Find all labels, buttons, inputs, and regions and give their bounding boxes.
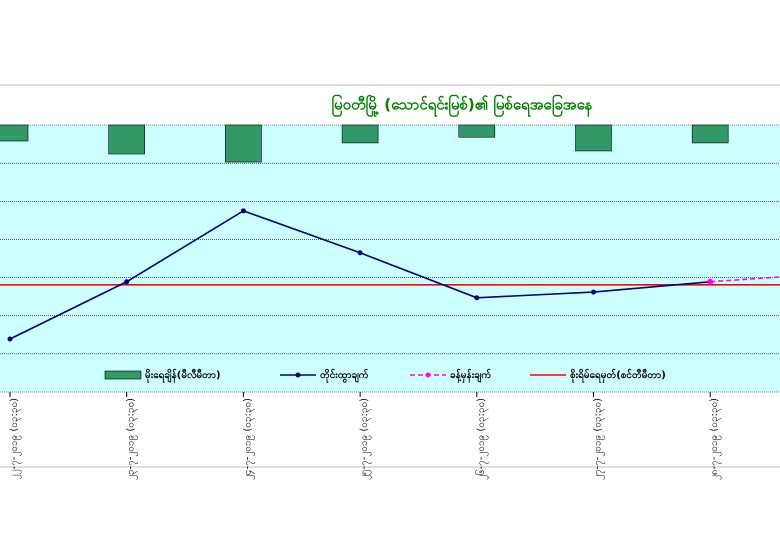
x-tick-label: ၂၅-၇-၂၀၁၉ (၀၃:၃၀) [359,398,372,480]
x-tick-label: ၂၇-၇-၂၀၁၉ (၀၃:၃၀) [593,398,606,480]
legend-marker [425,372,431,378]
legend-label: တိုင်းထွာချက် [320,368,369,384]
plot: ၂၂-၇-၂၀၁၉ (၀၃:၃၀) ၂၃-၇-၂၀၁၉ (၀၃:၃၀) ၂၄-၇-၂… [0,124,780,480]
bar [225,124,262,163]
legend-label: စိုးရိမ်ရေမှတ်(စင်တီမီတာ) [570,368,666,384]
series-line [710,276,780,283]
legend-label: ခန့်မှန်းချက် [450,368,491,384]
point [7,336,13,342]
point [124,279,130,285]
bar [0,124,29,142]
point [240,208,246,214]
bar [458,124,496,138]
x-tick-label: ၂၆-၇-၂၀၁၉ (၀၃:၃၀) [474,398,489,480]
chart-title: မြဝတီမြို့ (သောင်ရင်းမြစ်)၏ မြစ်ရေအခြေအန… [332,94,593,118]
legend-marker [295,372,301,378]
point [357,250,363,256]
point [474,295,480,301]
bar [575,124,612,152]
point [591,289,596,295]
x-tick-label: ၂၄-၇-၂၀၁၉ (၀၃:၃၀) [242,398,255,480]
x-tick-label: ၂၂-၇-၂၀၁၉ (၀၃:၃၀) [9,398,22,479]
legend-swatch [104,370,142,380]
plot-area [0,125,780,392]
legend-label: မိုးရေချိန်(မီလီမီတာ) [145,368,221,384]
bar [341,124,379,144]
bar [108,124,145,155]
bar [691,124,729,144]
x-tick-label: ၂၃-၇-၂၀၁၉ (၀၃:၃၀) [126,398,139,480]
point [707,278,714,285]
x-tick-label: ၂၈-၇-၂၀၁၉ (၀၃:၃၀) [709,398,722,480]
